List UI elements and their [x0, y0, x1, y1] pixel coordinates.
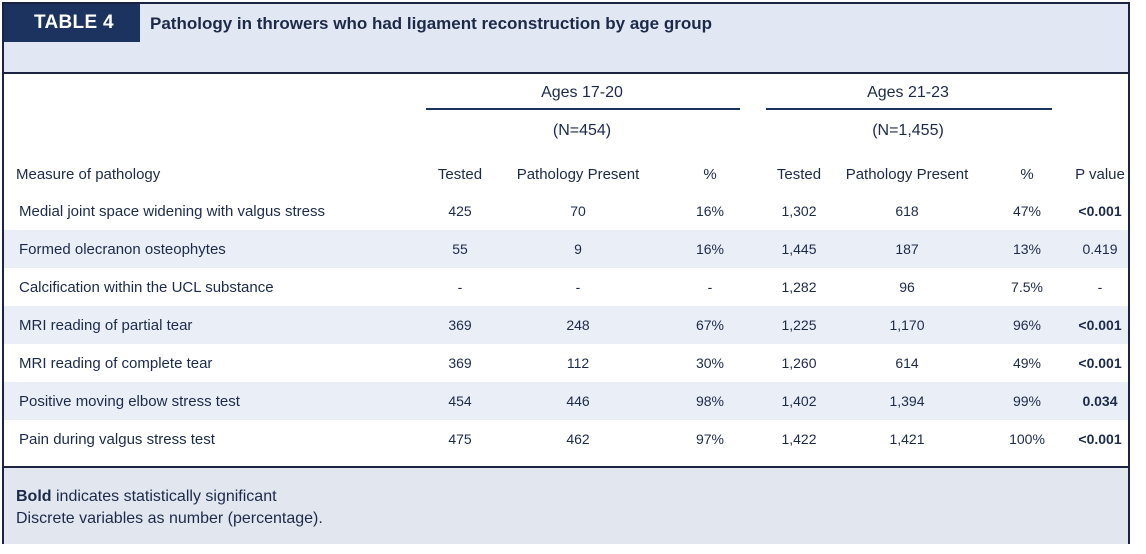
table-row: Formed olecranon osteophytes 55 9 16% 1,445 1… — [4, 230, 1128, 268]
row-cell: 248 — [566, 317, 590, 333]
table-row: MRI reading of partial tear 369 248 67% 1,22… — [4, 306, 1128, 344]
column-header: Tested — [776, 165, 822, 183]
footnote-bold-word: Bold — [16, 488, 52, 505]
row-p-value: <0.001 — [1078, 317, 1122, 333]
row-cell: 70 — [570, 203, 586, 219]
table-row: MRI reading of complete tear 369 112 30% 1,2… — [4, 344, 1128, 382]
group-n-ages-21-23: (N=1,455) — [872, 122, 944, 139]
column-header: Tested — [437, 165, 483, 183]
row-cell: 98% — [695, 393, 725, 409]
row-measure: Positive moving elbow stress test — [19, 392, 240, 410]
row-cell: 9 — [574, 241, 582, 257]
group-label-ages-17-20: Ages 17-20 — [541, 84, 623, 101]
row-cell: 7.5% — [1011, 279, 1043, 295]
column-header-row: Measure of pathology Tested Pathology Pr… — [4, 156, 1128, 192]
row-cell: 47% — [1012, 203, 1042, 219]
table-frame: TABLE 4 Pathology in throwers who had li… — [2, 2, 1130, 544]
row-p-value: <0.001 — [1078, 203, 1122, 219]
column-header: P value — [1075, 165, 1125, 183]
row-cell: 454 — [448, 393, 472, 409]
row-cell: 1,394 — [889, 393, 925, 409]
row-cell: 49% — [1012, 355, 1042, 371]
table-number-tag: TABLE 4 — [4, 4, 140, 42]
column-header: % — [1020, 165, 1034, 183]
row-cell: 100% — [1009, 431, 1045, 447]
row-p-value: 0.419 — [1082, 241, 1118, 257]
row-cell: 30% — [695, 355, 725, 371]
row-cell: 96% — [1012, 317, 1042, 333]
table-footnote: Bold indicates statistically significant… — [4, 466, 1128, 544]
row-cell: - — [707, 279, 713, 295]
pathology-table: Measure of pathology Tested Pathology Pr… — [4, 156, 1128, 458]
group-label-ages-21-23: Ages 21-23 — [867, 84, 949, 101]
row-cell: 425 — [448, 203, 472, 219]
row-cell: - — [575, 279, 581, 295]
row-cell: 369 — [448, 355, 472, 371]
table-header: TABLE 4 Pathology in throwers who had li… — [4, 4, 1128, 74]
row-cell: 99% — [1012, 393, 1042, 409]
row-p-value: <0.001 — [1078, 355, 1122, 371]
footnote-bold-line: Bold indicates statistically significant — [16, 488, 277, 506]
row-cell: 1,260 — [781, 355, 817, 371]
row-cell: 13% — [1012, 241, 1042, 257]
group-n-ages-17-20: (N=454) — [552, 122, 612, 139]
table-row: Pain during valgus stress test 475 462 97% 1… — [4, 420, 1128, 458]
row-measure: Pain during valgus stress test — [19, 430, 215, 448]
row-cell: 462 — [566, 431, 590, 447]
row-cell: 1,445 — [781, 241, 817, 257]
table-body: Medial joint space widening with valgus … — [4, 192, 1128, 458]
row-measure: MRI reading of complete tear — [19, 354, 213, 372]
row-cell: 1,302 — [781, 203, 817, 219]
row-cell: 369 — [448, 317, 472, 333]
footnote-discrete-line: Discrete variables as number (percentage… — [16, 510, 323, 527]
row-cell: 112 — [566, 355, 590, 371]
column-header: Pathology Present — [845, 165, 969, 183]
row-cell: 16% — [695, 203, 725, 219]
row-cell: 187 — [895, 241, 919, 257]
row-cell: 1,170 — [889, 317, 925, 333]
table-title: Pathology in throwers who had ligament r… — [150, 14, 712, 33]
row-cell: 475 — [448, 431, 472, 447]
row-cell: 446 — [566, 393, 590, 409]
row-cell: 67% — [695, 317, 725, 333]
row-measure: Formed olecranon osteophytes — [19, 240, 226, 258]
footnote-bold-text: indicates statistically significant — [51, 488, 277, 505]
row-cell: 1,422 — [781, 431, 817, 447]
row-cell: 618 — [895, 203, 919, 219]
row-cell: 1,225 — [781, 317, 817, 333]
row-measure: MRI reading of partial tear — [19, 316, 193, 334]
table-row: Medial joint space widening with valgus … — [4, 192, 1128, 230]
column-header: Measure of pathology — [16, 165, 161, 183]
table-row: Calcification within the UCL substance - -… — [4, 268, 1128, 306]
row-cell: 1,421 — [889, 431, 925, 447]
row-p-value: - — [1097, 279, 1103, 295]
row-cell: 1,402 — [781, 393, 817, 409]
row-cell: 97% — [695, 431, 725, 447]
group-underline — [426, 108, 740, 110]
row-cell: 1,282 — [781, 279, 817, 295]
table-row: Positive moving elbow stress test 454 446 9… — [4, 382, 1128, 420]
row-p-value: <0.001 — [1078, 431, 1122, 447]
row-p-value: 0.034 — [1082, 393, 1118, 409]
row-cell: 55 — [452, 241, 468, 257]
group-underline — [766, 108, 1052, 110]
row-cell: - — [457, 279, 463, 295]
row-measure: Calcification within the UCL substance — [19, 278, 274, 296]
row-cell: 96 — [899, 279, 915, 295]
row-cell: 614 — [895, 355, 919, 371]
column-header: % — [703, 165, 717, 183]
row-measure: Medial joint space widening with valgus … — [19, 202, 325, 220]
column-header: Pathology Present — [516, 165, 640, 183]
row-cell: 16% — [695, 241, 725, 257]
